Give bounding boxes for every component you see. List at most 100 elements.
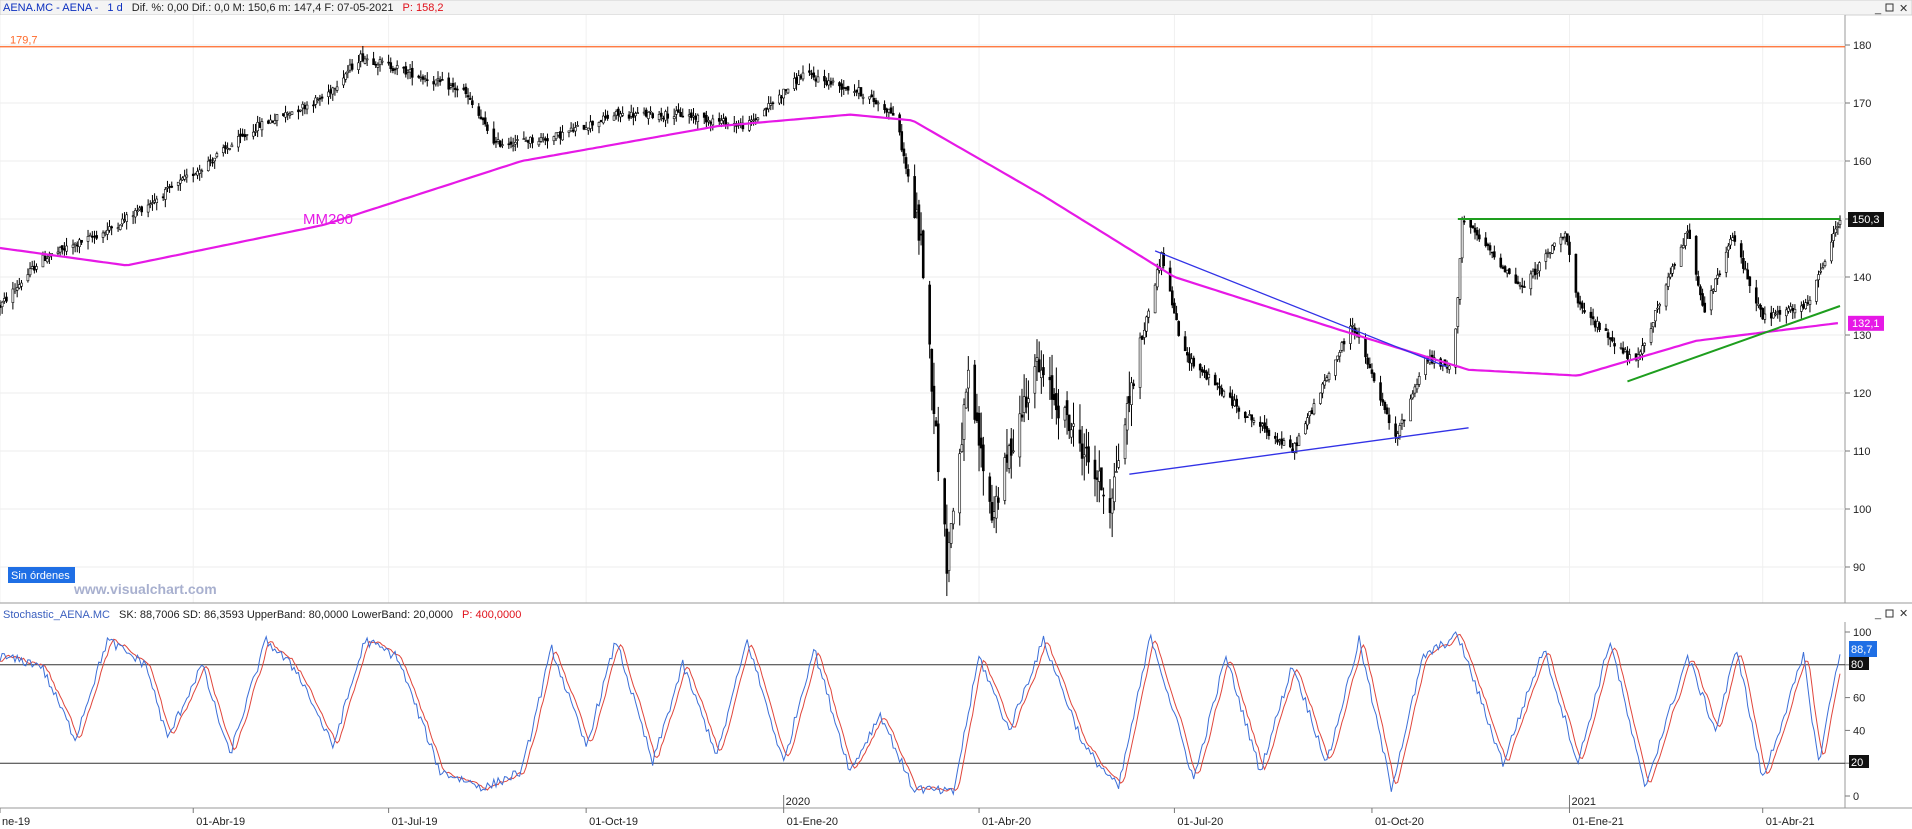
price-bar-body (1477, 234, 1481, 240)
price-bar-body (1639, 351, 1642, 356)
price-bar-body (260, 121, 264, 131)
close-icon[interactable]: ✕ (1899, 608, 1908, 620)
price-tick-label: 110 (1853, 446, 1871, 458)
price-bar-body (801, 72, 805, 80)
price-bar-body (449, 85, 453, 88)
price-bar-body (136, 210, 139, 213)
price-bar-body (209, 159, 212, 162)
price-bar-body (479, 116, 483, 120)
price-bar-body (288, 113, 292, 116)
minimize-icon[interactable]: _ (1874, 608, 1882, 620)
price-bar-body (617, 108, 620, 116)
price-bar-body (230, 144, 234, 148)
price-bar-body (1793, 308, 1797, 314)
price-bar-body (722, 118, 725, 122)
price-bar-body (1020, 414, 1024, 418)
price-bar-body (561, 132, 564, 141)
price-bar-body (404, 66, 408, 75)
price-bar-body (316, 99, 320, 101)
price-bar-body (410, 67, 414, 78)
price-bar-body (1746, 269, 1749, 280)
price-bar-body (1623, 349, 1627, 352)
price-bar-body (687, 114, 691, 117)
price-bar-body (1493, 251, 1496, 258)
trend-line-triangle_lower[interactable] (1129, 427, 1469, 475)
last-price-badge: 150,3 (1848, 212, 1884, 227)
price-bar-body (997, 497, 1000, 503)
close-icon[interactable]: ✕ (1899, 3, 1908, 15)
minimize-icon[interactable]: _ (1874, 3, 1882, 15)
price-bar-body (1323, 380, 1327, 386)
price-panel-controls[interactable]: _ ✕ (1874, 3, 1908, 15)
price-bar-body (883, 104, 886, 110)
price-bar-body (374, 63, 378, 66)
price-bar-body (86, 236, 90, 242)
price-bar-body (125, 214, 128, 222)
price-bar-body (1267, 429, 1271, 436)
price-bar-body (887, 108, 891, 113)
price-bar-body (164, 189, 167, 200)
price-bar-body (1052, 394, 1056, 401)
price-bar-body (973, 364, 977, 420)
price-bar-body (1170, 290, 1174, 306)
price-bar-body (1656, 307, 1659, 310)
price-bar-body (936, 423, 940, 473)
price-bar-body (299, 109, 302, 112)
trend-line-channel_bottom[interactable] (1627, 305, 1841, 383)
price-bar-body (662, 117, 665, 120)
price-bar-body (1583, 310, 1586, 313)
price-bar-body (1274, 435, 1277, 439)
price-bar-body (1456, 297, 1460, 327)
price-bar-body (1679, 246, 1683, 267)
price-bar-body (153, 200, 156, 203)
price-bar-body (632, 113, 635, 118)
price-bar-body (1147, 310, 1150, 318)
mm200-line[interactable] (0, 113, 1839, 377)
price-bar-body (904, 157, 908, 169)
trend-lines[interactable] (1129, 218, 1841, 475)
price-bar-body (1364, 338, 1367, 358)
price-bar-body (1349, 325, 1352, 344)
price-bar-body (314, 97, 317, 105)
price-tick-label: 100 (1853, 504, 1871, 516)
price-bar-body (1819, 270, 1822, 273)
price-bar-body (513, 142, 517, 145)
price-bar-body (666, 113, 670, 119)
price-bar-body (1574, 253, 1578, 293)
price-bar-body (453, 87, 457, 90)
price-bar-body (1499, 257, 1503, 268)
stochastic-sk-line[interactable] (0, 631, 1841, 796)
price-bar-body (93, 235, 96, 238)
indicator-panel-controls[interactable]: _ ✕ (1874, 608, 1908, 620)
stochastic-sd-line[interactable] (0, 633, 1841, 792)
price-bar-body (1280, 438, 1284, 445)
price-bar-body (586, 127, 590, 131)
price-bar-body (1774, 313, 1777, 316)
price-bar-body (606, 114, 609, 119)
price-bar-body (1248, 414, 1251, 416)
price-bar-body (1265, 426, 1269, 433)
price-bar-body (1769, 312, 1773, 319)
price-bar-body (1613, 343, 1616, 347)
price-bar-body (211, 161, 214, 164)
orders-badge[interactable]: Sin órdenes (8, 567, 75, 583)
maximize-icon[interactable] (1885, 609, 1894, 618)
price-bar-body (531, 137, 534, 143)
price-bar-body (1694, 236, 1698, 275)
price-bar-body (1591, 316, 1595, 320)
price-bar-body (1475, 230, 1479, 236)
price-bar-body (0, 301, 4, 308)
price-bar-body (1130, 382, 1133, 405)
price-bar-body (1729, 238, 1732, 246)
price-y-axis: 18017016015014013012011010090 (1845, 40, 1871, 574)
price-bar-body (1233, 399, 1236, 407)
price-bar-body (889, 107, 893, 114)
price-bar-body (1080, 443, 1084, 459)
price-bar-body (1093, 459, 1097, 480)
price-bar-body (239, 133, 242, 137)
maximize-icon[interactable] (1885, 3, 1894, 12)
price-bar-body (350, 63, 354, 70)
price-bar-body (784, 89, 788, 92)
price-bar-body (1100, 467, 1103, 491)
trend-line-triangle_upper[interactable] (1154, 250, 1448, 368)
